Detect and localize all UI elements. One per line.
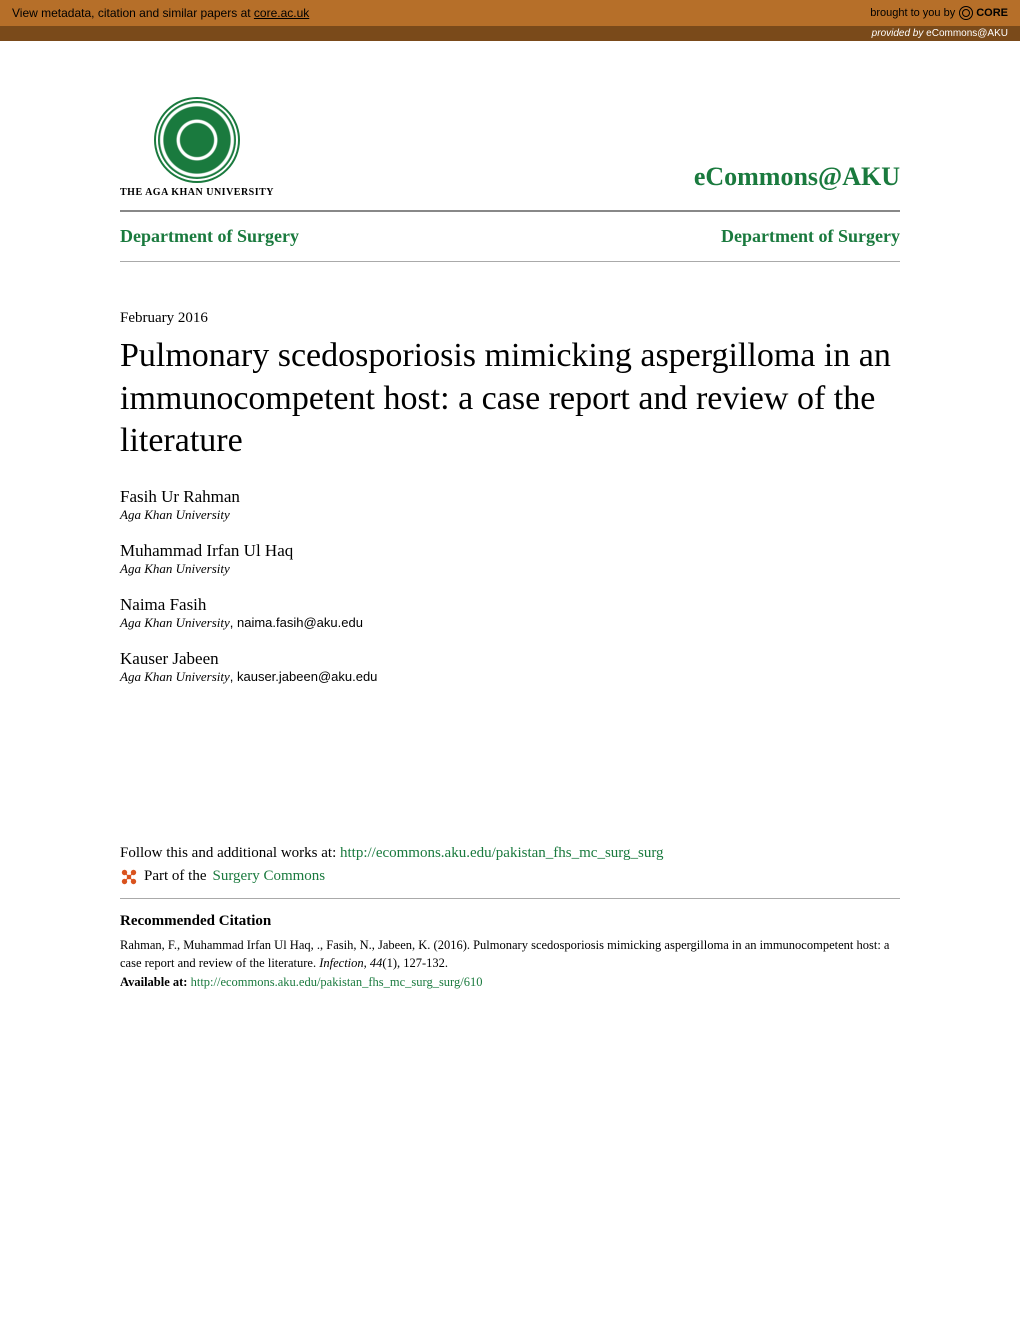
provided-by-source: eCommons@AKU <box>926 28 1008 39</box>
available-url[interactable]: http://ecommons.aku.edu/pakistan_fhs_mc_… <box>191 975 483 989</box>
author-block: Muhammad Irfan Ul HaqAga Khan University <box>120 541 900 577</box>
core-banner: View metadata, citation and similar pape… <box>0 0 1020 26</box>
author-block: Fasih Ur RahmanAga Khan University <box>120 487 900 523</box>
department-row: Department of Surgery Department of Surg… <box>120 212 900 261</box>
citation-part2: (1), 127-132. <box>382 956 448 970</box>
author-name: Fasih Ur Rahman <box>120 487 900 507</box>
repository-name[interactable]: eCommons@AKU <box>694 162 900 198</box>
author-affiliation: Aga Khan University <box>120 507 900 523</box>
header-row: THE AGA KHAN UNIVERSITY eCommons@AKU <box>120 101 900 198</box>
provided-by-bar: provided by eCommons@AKU <box>0 26 1020 41</box>
author-email: , naima.fasih@aku.edu <box>230 615 363 630</box>
core-label: CORE <box>976 7 1008 19</box>
core-link[interactable]: core.ac.uk <box>254 6 309 20</box>
divider-follow <box>120 898 900 899</box>
author-affiliation: Aga Khan University, kauser.jabeen@aku.e… <box>120 669 900 685</box>
follow-section: Follow this and additional works at: htt… <box>120 845 900 886</box>
citation-journal: Infection, 44 <box>319 956 382 970</box>
author-name: Muhammad Irfan Ul Haq <box>120 541 900 561</box>
university-logo-block: THE AGA KHAN UNIVERSITY <box>120 101 274 198</box>
author-affiliation: Aga Khan University, naima.fasih@aku.edu <box>120 615 900 631</box>
banner-left: View metadata, citation and similar pape… <box>12 6 309 20</box>
dept-right[interactable]: Department of Surgery <box>721 226 900 247</box>
author-block: Naima FasihAga Khan University, naima.fa… <box>120 595 900 631</box>
follow-prefix: Follow this and additional works at: <box>120 845 340 861</box>
network-icon <box>120 868 138 886</box>
provided-by-prefix: provided by <box>872 28 926 39</box>
author-name: Naima Fasih <box>120 595 900 615</box>
dept-left[interactable]: Department of Surgery <box>120 226 299 247</box>
citation-block: Recommended Citation Rahman, F., Muhamma… <box>120 913 900 992</box>
author-affiliation: Aga Khan University <box>120 561 900 577</box>
brought-by-text: brought to you by <box>870 7 955 19</box>
authors-list: Fasih Ur RahmanAga Khan UniversityMuhamm… <box>120 487 900 685</box>
author-block: Kauser JabeenAga Khan University, kauser… <box>120 649 900 685</box>
part-of-line: Part of the Surgery Commons <box>120 868 900 886</box>
banner-left-text: View metadata, citation and similar pape… <box>12 6 254 20</box>
article-title: Pulmonary scedosporiosis mimicking asper… <box>120 335 900 463</box>
commons-link[interactable]: Surgery Commons <box>212 868 325 885</box>
divider-dept <box>120 261 900 262</box>
page-content: THE AGA KHAN UNIVERSITY eCommons@AKU Dep… <box>0 41 1020 1032</box>
citation-heading: Recommended Citation <box>120 913 900 930</box>
available-label: Available at: <box>120 975 191 989</box>
follow-url[interactable]: http://ecommons.aku.edu/pakistan_fhs_mc_… <box>340 845 664 861</box>
author-name: Kauser Jabeen <box>120 649 900 669</box>
banner-right: brought to you by CORE <box>870 6 1008 20</box>
publication-date: February 2016 <box>120 310 900 327</box>
core-icon <box>959 6 973 20</box>
university-seal-icon <box>158 101 236 179</box>
author-email: , kauser.jabeen@aku.edu <box>230 669 378 684</box>
citation-text: Rahman, F., Muhammad Irfan Ul Haq, ., Fa… <box>120 936 900 992</box>
university-name: THE AGA KHAN UNIVERSITY <box>120 187 274 198</box>
citation-part1: Rahman, F., Muhammad Irfan Ul Haq, ., Fa… <box>120 938 889 971</box>
core-logo[interactable]: CORE <box>959 6 1008 20</box>
part-of-prefix: Part of the <box>144 868 206 885</box>
